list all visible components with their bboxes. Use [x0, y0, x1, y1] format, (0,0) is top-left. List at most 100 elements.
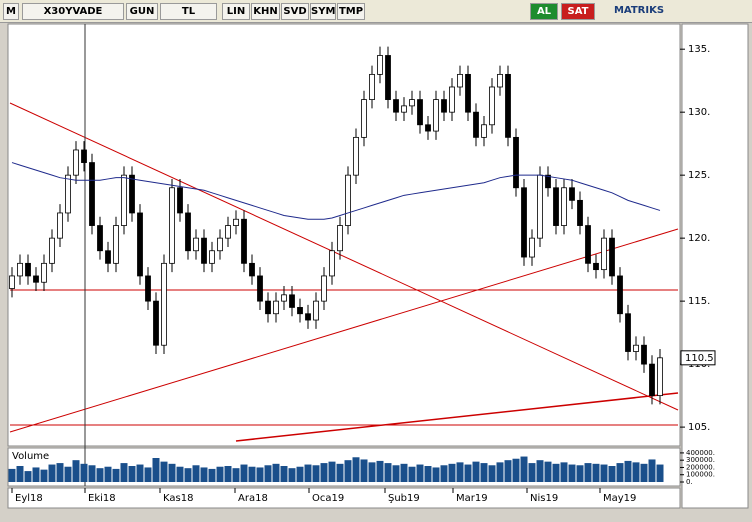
x-tick-label: Eki18 — [88, 493, 116, 504]
candle-body — [9, 275, 15, 289]
volume-bar — [392, 465, 400, 482]
volume-bar — [608, 466, 616, 482]
volume-bar — [456, 462, 464, 482]
candle-body — [561, 187, 567, 226]
volume-bar — [32, 467, 40, 482]
candle-body — [241, 218, 247, 264]
toolbar-button[interactable]: TL — [160, 3, 217, 20]
volume-bar — [160, 461, 168, 482]
candle-body — [25, 262, 31, 277]
trend-line — [235, 392, 679, 442]
candle-body — [33, 275, 39, 283]
candle-body — [177, 187, 183, 214]
candle-body — [257, 275, 263, 302]
candle-body — [193, 237, 199, 252]
sell-button[interactable]: SAT — [561, 3, 595, 20]
candle-body — [585, 225, 591, 264]
volume-tick-label: 200000. — [686, 463, 715, 471]
volume-tick-label: 400000. — [686, 449, 715, 457]
candle-body — [97, 225, 103, 252]
volume-bar — [16, 466, 24, 482]
candle-body — [537, 174, 543, 239]
symbol-box[interactable]: X30YVADE — [22, 3, 124, 20]
value-axis-panel — [681, 23, 749, 509]
candle-body — [633, 344, 639, 352]
volume-bar — [632, 462, 640, 482]
volume-label: Volume — [12, 451, 49, 462]
volume-bar — [528, 463, 536, 482]
volume-bar — [224, 466, 232, 482]
volume-bar — [112, 468, 120, 482]
volume-bar — [80, 463, 88, 482]
candle-body — [553, 187, 559, 226]
candle-body — [121, 174, 127, 226]
volume-bar — [120, 463, 128, 482]
volume-bar — [472, 461, 480, 482]
candle-body — [433, 99, 439, 132]
candle-body — [521, 187, 527, 258]
y-tick-label: 125. — [688, 170, 710, 181]
candle-body — [225, 225, 231, 239]
volume-bar — [40, 469, 48, 482]
volume-bar — [56, 463, 64, 482]
candle-body — [617, 275, 623, 315]
x-tick-label: Kas18 — [163, 493, 193, 504]
candle-body — [129, 174, 135, 214]
x-tick-label: Şub19 — [388, 493, 420, 504]
candle-body — [41, 262, 47, 283]
buy-button[interactable]: AL — [530, 3, 558, 20]
volume-bar — [496, 462, 504, 482]
candle-body — [625, 313, 631, 352]
volume-bar — [376, 460, 384, 482]
volume-bar — [216, 466, 224, 482]
candle-body — [593, 262, 599, 271]
price-panel — [7, 23, 681, 447]
toolbar-button[interactable]: KHN — [251, 3, 280, 20]
candle-body — [145, 275, 151, 302]
candle-body — [17, 262, 23, 277]
candle-body — [217, 237, 223, 252]
volume-bar — [656, 464, 664, 482]
volume-bar — [352, 457, 360, 482]
candle-body — [81, 149, 87, 163]
candle-body — [209, 250, 215, 264]
candle-body — [265, 300, 271, 315]
volume-bar — [336, 463, 344, 482]
toolbar-button[interactable]: SYM — [310, 3, 336, 20]
candle-body — [481, 124, 487, 138]
x-tick-label: Nis19 — [530, 493, 558, 504]
last-price-box — [680, 350, 716, 366]
moving-average — [11, 162, 661, 220]
volume-bar — [520, 456, 528, 482]
volume-bar — [480, 463, 488, 482]
toolbar-button[interactable]: TMP — [337, 3, 365, 20]
volume-bar — [240, 464, 248, 482]
volume-bar — [152, 458, 160, 482]
volume-bar — [96, 468, 104, 482]
candle-body — [409, 99, 415, 107]
trend-line — [9, 102, 679, 411]
volume-bar — [248, 466, 256, 482]
candle-body — [249, 262, 255, 277]
toolbar-button[interactable]: SVD — [281, 3, 309, 20]
volume-bar — [448, 463, 456, 482]
toolbar-button[interactable]: LIN — [222, 3, 250, 20]
toolbar-button[interactable]: GUN — [126, 3, 158, 20]
x-tick-label: Ara18 — [238, 493, 268, 504]
volume-bar — [128, 466, 136, 482]
volume-bar — [568, 464, 576, 482]
candle-body — [345, 174, 351, 226]
candle-body — [137, 212, 143, 277]
logo[interactable]: M — [3, 3, 19, 20]
volume-bar — [184, 468, 192, 482]
volume-bar — [64, 466, 72, 482]
candle-body — [649, 363, 655, 397]
candle-body — [169, 187, 175, 264]
volume-bar — [328, 461, 336, 482]
candle-body — [441, 99, 447, 113]
candle-body — [385, 55, 391, 100]
candle-body — [105, 250, 111, 264]
candle-body — [641, 344, 647, 365]
volume-tick-label: 0. — [686, 478, 693, 486]
